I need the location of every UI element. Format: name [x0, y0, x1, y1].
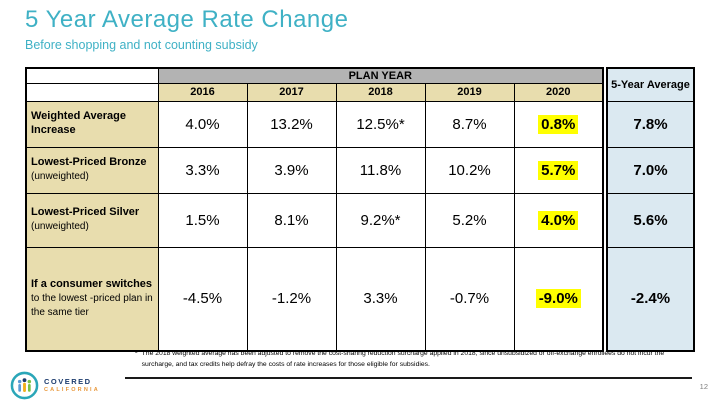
value-cell: 4.0%	[157, 100, 248, 148]
row-label-regular-text: (unweighted)	[31, 171, 89, 182]
average-row: 5.6%	[606, 192, 695, 248]
rate-change-table: PLAN YEAR 2016 2017 2018 2019 2020 Weigh…	[25, 67, 605, 352]
row-label-lowest-silver: Lowest-Priced Silver (unweighted)	[25, 192, 159, 248]
logo-california-label: CALIFORNIA	[44, 386, 100, 393]
row-label-consumer-switches: If a consumer switches to the lowest -pr…	[25, 246, 159, 352]
table-header-row-plan-year: PLAN YEAR	[25, 67, 604, 84]
value-cell: -1.2%	[246, 246, 337, 352]
covered-california-logo-text: COVERED CALIFORNIA	[44, 377, 100, 393]
value-cell: 1.5%	[157, 192, 248, 248]
average-row: 7.8%	[606, 100, 695, 148]
logo-covered-label: COVERED	[44, 377, 92, 387]
average-row: -2.4%	[606, 246, 695, 352]
average-row: 7.0%	[606, 146, 695, 194]
value-cell-highlighted: 0.8%	[513, 100, 604, 148]
five-year-average-header: 5-Year Average	[606, 67, 695, 102]
highlighted-value: 4.0%	[538, 210, 579, 230]
year-header-2016: 2016	[157, 82, 248, 102]
value-cell-highlighted: -9.0%	[513, 246, 604, 352]
value-cell: 3.3%	[335, 246, 426, 352]
value-cell: 3.9%	[246, 146, 337, 194]
corner-cell	[25, 82, 159, 102]
page-subtitle: Before shopping and not counting subsidy	[25, 38, 258, 52]
five-year-average-column: 5-Year Average 7.8% 7.0% 5.6% -2.4%	[606, 67, 695, 352]
covered-california-logo-icon	[10, 371, 39, 400]
row-label-regular-text: to the lowest -priced plan in the same t…	[31, 292, 153, 318]
table-row-lowest-silver: Lowest-Priced Silver (unweighted) 1.5% 8…	[25, 192, 604, 248]
highlighted-value: 5.7%	[538, 160, 579, 180]
value-cell: 13.2%	[246, 100, 337, 148]
corner-cell	[25, 67, 159, 84]
covered-california-logo: COVERED CALIFORNIA	[10, 371, 100, 400]
value-cell: 3.3%	[157, 146, 248, 194]
value-cell: -4.5%	[157, 246, 248, 352]
highlighted-value: -9.0%	[535, 289, 581, 309]
page-title: 5 Year Average Rate Change	[25, 6, 349, 33]
table-row-lowest-bronze: Lowest-Priced Bronze (unweighted) 3.3% 3…	[25, 146, 604, 194]
highlighted-value: 0.8%	[538, 114, 579, 134]
average-header-row: 5-Year Average	[606, 67, 695, 102]
year-header-2020: 2020	[513, 82, 604, 102]
average-value-cell: 7.0%	[606, 146, 695, 194]
average-value-cell: 7.8%	[606, 100, 695, 148]
value-cell-highlighted: 5.7%	[513, 146, 604, 194]
plan-year-header: PLAN YEAR	[157, 67, 604, 84]
value-cell: 8.7%	[424, 100, 515, 148]
value-cell: -0.7%	[424, 246, 515, 352]
page-number: 12	[699, 382, 708, 391]
table-row-weighted-average: Weighted Average Increase 4.0% 13.2% 12.…	[25, 100, 604, 148]
table-header-row-years: 2016 2017 2018 2019 2020	[25, 82, 604, 102]
value-cell: 5.2%	[424, 192, 515, 248]
value-cell: 8.1%	[246, 192, 337, 248]
footnote-asterisk: *	[135, 350, 138, 357]
value-cell-highlighted: 4.0%	[513, 192, 604, 248]
year-header-2017: 2017	[246, 82, 337, 102]
value-cell: 11.8%	[335, 146, 426, 194]
row-label-bold-text: Weighted Average Increase	[31, 110, 126, 136]
row-label-bold-text: Lowest-Priced Silver	[31, 206, 140, 219]
value-cell: 10.2%	[424, 146, 515, 194]
row-label-regular-text: (unweighted)	[31, 221, 89, 232]
year-header-2018: 2018	[335, 82, 426, 102]
value-cell: 12.5%*	[335, 100, 426, 148]
row-label-weighted-average: Weighted Average Increase	[25, 100, 159, 148]
row-label-lowest-bronze: Lowest-Priced Bronze (unweighted)	[25, 146, 159, 194]
table-row-consumer-switches: If a consumer switches to the lowest -pr…	[25, 246, 604, 352]
footnote: * The 2018 weighted average has been adj…	[135, 349, 693, 371]
footer-divider	[125, 377, 692, 379]
row-label-bold-text: Lowest-Priced Bronze	[31, 156, 147, 169]
row-label-bold-text: If a consumer switches	[31, 278, 153, 291]
footnote-text: The 2018 weighted average has been adjus…	[141, 350, 665, 368]
year-header-2019: 2019	[424, 82, 515, 102]
average-value-cell: -2.4%	[606, 246, 695, 352]
value-cell: 9.2%*	[335, 192, 426, 248]
average-value-cell: 5.6%	[606, 192, 695, 248]
